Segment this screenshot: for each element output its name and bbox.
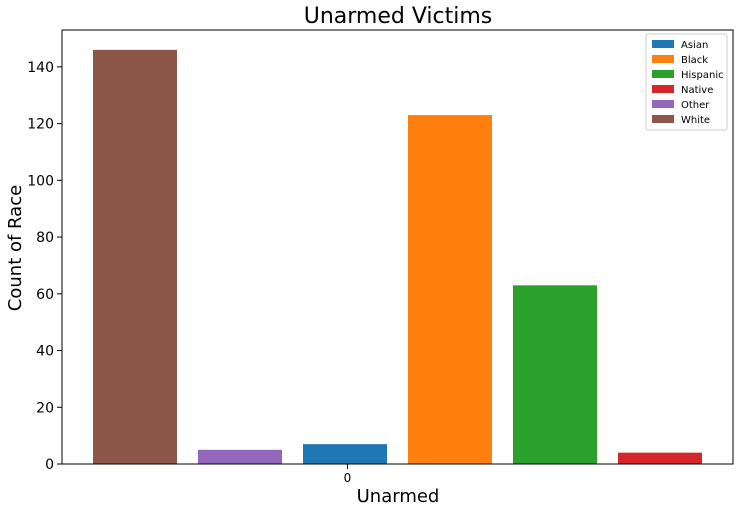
x-axis-label: Unarmed: [357, 486, 440, 507]
legend-label-black: Black: [681, 55, 708, 66]
x-tick-label-0: 0: [344, 471, 352, 485]
y-tick-label-120: 120: [27, 117, 54, 133]
legend-swatch-white: [652, 115, 674, 123]
y-tick-label-60: 60: [36, 287, 54, 303]
x-axis: 0: [344, 464, 352, 485]
plot-frame: [61, 29, 734, 465]
bar-asian: [303, 444, 387, 464]
legend-label-asian: Asian: [681, 40, 708, 51]
y-tick-label-0: 0: [45, 457, 54, 473]
legend-swatch-asian: [652, 40, 674, 48]
legend-swatch-black: [652, 55, 674, 63]
bar-hispanic: [513, 285, 597, 464]
legend-swatch-other: [652, 100, 674, 108]
y-tick-label-40: 40: [36, 344, 54, 360]
plot-frame-rect: [61, 29, 734, 465]
bar-other: [198, 449, 282, 464]
y-axis-label: Count of Race: [5, 185, 26, 311]
legend-label-hispanic: Hispanic: [681, 70, 724, 81]
bars-group: [93, 49, 702, 465]
y-tick-label-100: 100: [27, 173, 54, 189]
y-tick-label-20: 20: [36, 400, 54, 416]
legend-swatch-native: [652, 85, 674, 93]
legend: Asian Black Hispanic Native Other White: [645, 33, 728, 131]
legend-label-native: Native: [681, 85, 713, 96]
y-tick-label-140: 140: [27, 60, 54, 76]
legend-swatch-hispanic: [652, 70, 674, 78]
legend-label-white: White: [681, 115, 710, 126]
legend-label-other: Other: [681, 100, 710, 111]
y-axis: 0 20 40 60 80 100 120 140: [27, 60, 62, 473]
bar-white: [93, 49, 177, 465]
bar-native: [618, 452, 702, 464]
chart-title: Unarmed Victims: [304, 4, 493, 29]
y-tick-label-80: 80: [36, 230, 54, 246]
bar-black: [408, 115, 492, 465]
